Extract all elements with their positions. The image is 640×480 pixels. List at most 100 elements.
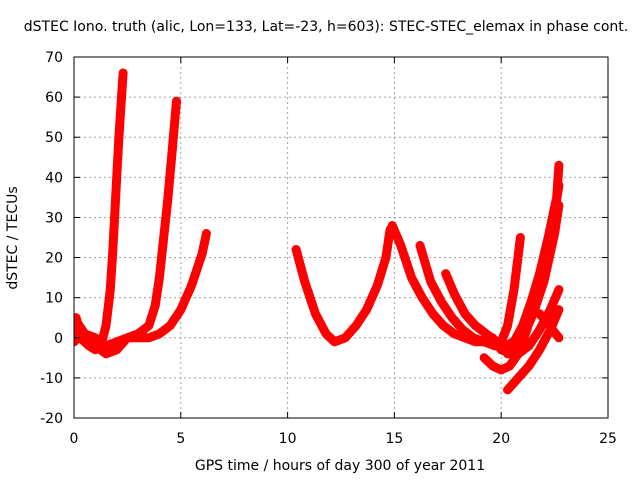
y-tick-label: -10: [40, 371, 63, 387]
x-tick-label: 10: [279, 431, 297, 447]
data-point: [554, 305, 563, 314]
data-point: [381, 253, 390, 262]
series-line: [74, 96, 181, 359]
y-tick-label: 60: [45, 90, 63, 106]
data-point: [516, 233, 525, 242]
data-point: [448, 313, 457, 322]
data-point: [198, 249, 207, 258]
data-point: [471, 321, 480, 330]
data-point: [102, 341, 111, 350]
data-point: [112, 345, 121, 354]
data-point: [112, 337, 121, 346]
data-point: [187, 281, 196, 290]
data-point: [91, 333, 100, 342]
data-point: [416, 241, 425, 250]
data-point: [123, 333, 132, 342]
data-point: [546, 305, 555, 314]
data-point: [542, 317, 551, 326]
data-point: [514, 373, 523, 382]
data-point: [439, 321, 448, 330]
data-point: [503, 385, 512, 394]
data-point: [155, 273, 164, 282]
data-point: [300, 277, 309, 286]
data-point: [110, 213, 119, 222]
axes: 0 5 10 15 20 25 -20 -10 0 10 20 30 40 50 60 70: [40, 50, 617, 447]
x-tick-label: 0: [70, 431, 79, 447]
data-point: [116, 101, 125, 110]
x-axis-label: GPS time / hours of day 300 of year 2011: [195, 458, 485, 474]
series-line: [535, 309, 564, 343]
series-arc2: [74, 96, 181, 359]
data-point: [74, 337, 78, 346]
y-tick-label: -20: [40, 411, 63, 427]
data-point: [514, 349, 523, 358]
y-tick-label: 50: [45, 130, 63, 146]
data-point: [322, 329, 331, 338]
data-point: [497, 365, 506, 374]
data-point: [503, 349, 512, 358]
data-point: [524, 341, 533, 350]
series-line: [415, 233, 525, 351]
data-point: [74, 321, 83, 330]
data-point: [535, 345, 544, 354]
y-tick-label: 70: [45, 50, 63, 66]
y-tick-label: 30: [45, 210, 63, 226]
data-point: [114, 133, 123, 142]
data-point: [106, 285, 115, 294]
data-point: [488, 333, 497, 342]
data-point: [450, 329, 459, 338]
series-arc3: [74, 229, 211, 351]
data-point: [437, 297, 446, 306]
y-tick-label: 10: [45, 291, 63, 307]
data-point: [119, 69, 128, 78]
data-point: [539, 277, 548, 286]
series-line: [74, 68, 128, 355]
data-point: [151, 301, 160, 310]
y-tick-label: 40: [45, 170, 63, 186]
series-arc11: [503, 285, 564, 359]
data-point: [518, 333, 527, 342]
data-point: [102, 349, 111, 358]
data-point: [166, 321, 175, 330]
data-point: [292, 245, 301, 254]
data-point: [159, 233, 168, 242]
series-arc6: [415, 233, 525, 351]
data-point: [428, 309, 437, 318]
data-point: [441, 269, 450, 278]
data-point: [330, 337, 339, 346]
data-point: [74, 313, 81, 322]
data-point: [341, 333, 350, 342]
data-point: [388, 221, 397, 230]
x-tick-label: 25: [599, 431, 617, 447]
data-point: [112, 173, 121, 182]
data-point: [460, 309, 469, 318]
data-point: [407, 273, 416, 282]
data-point: [351, 321, 360, 330]
data-point: [550, 229, 559, 238]
data-point: [554, 201, 563, 210]
x-tick-label: 5: [176, 431, 185, 447]
x-tick-label: 20: [492, 431, 510, 447]
series-arc4: [291, 225, 395, 347]
data-point: [373, 281, 382, 290]
data-point: [168, 145, 177, 154]
data-point: [426, 277, 435, 286]
y-axis-label: dSTEC / TECUs: [5, 186, 21, 289]
series-arc13: [74, 313, 85, 339]
data-point: [524, 361, 533, 370]
data-point: [144, 333, 153, 342]
x-tick-label: 15: [385, 431, 403, 447]
data-point: [480, 337, 489, 346]
y-tick-label: 20: [45, 251, 63, 267]
y-tick-label: 0: [54, 331, 63, 347]
data-point: [480, 353, 489, 362]
series-arc12: [535, 309, 564, 343]
data-point: [503, 321, 512, 330]
data-point: [311, 309, 320, 318]
data-point: [535, 325, 544, 334]
data-point: [202, 229, 211, 238]
data-point: [458, 325, 467, 334]
data-point: [535, 309, 544, 318]
data-point: [482, 329, 491, 338]
